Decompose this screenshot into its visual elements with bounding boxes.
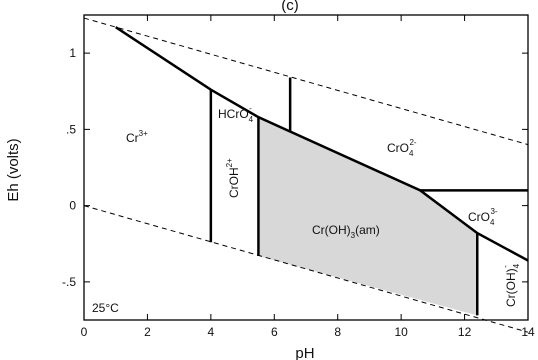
x-tick-label: 2 [144,325,151,339]
region-label-cro4-2: CrO42- [387,138,417,158]
x-axis-ticks: 0 2 4 6 8 10 12 14 [81,15,535,339]
x-tick-label: 12 [458,325,472,339]
region-label-cro4-3: CrO43- [468,207,498,227]
x-axis-label: pH [295,345,314,360]
boundary-line [115,26,529,262]
x-tick-label: 14 [521,325,535,339]
y-axis-ticks: 1 .5 0 -.5 [62,46,528,289]
water-stability-lower-line [83,205,529,333]
water-stability-upper-line [83,17,529,146]
x-tick-label: 0 [81,325,88,339]
region-label-cr3: Cr3+ [126,129,148,145]
region-label-hcro4: HCrO4- [218,104,254,124]
y-axis-label: Eh (volts) [5,138,22,201]
x-tick-label: 4 [208,325,215,339]
y-tick-label: 1 [69,46,76,60]
y-tick-label: -.5 [62,275,76,289]
plot-frame [83,14,529,321]
region-label-croh: CrOH2+ [225,158,241,198]
x-tick-label: 8 [334,325,341,339]
x-tick-label: 6 [271,325,278,339]
panel-label: (c) [281,0,299,14]
shaded-region-croh3 [258,117,478,316]
x-tick-label: 10 [394,325,408,339]
plot-area [83,14,529,333]
region-label-croh3: Cr(OH)3(am) [312,223,380,240]
y-tick-label: 0 [69,199,76,213]
y-tick-label: .5 [66,122,76,136]
region-label-croh4: Cr(OH)4- [501,263,521,307]
temperature-label: 25°C [92,301,119,315]
